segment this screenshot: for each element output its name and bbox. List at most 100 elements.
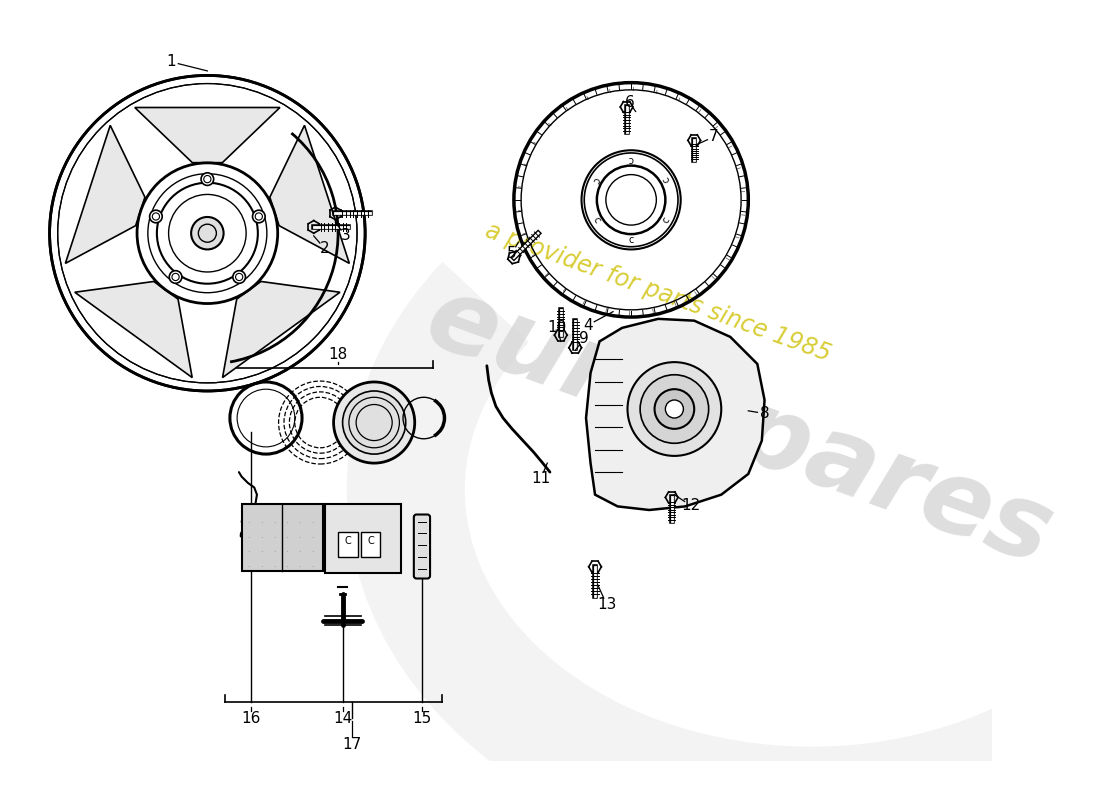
Circle shape xyxy=(201,173,213,186)
Circle shape xyxy=(333,382,415,463)
Circle shape xyxy=(666,400,683,418)
Text: 7: 7 xyxy=(710,130,719,144)
Text: I: I xyxy=(651,309,654,314)
Text: 12: 12 xyxy=(681,498,701,513)
Text: .: . xyxy=(248,530,250,540)
Text: .: . xyxy=(248,516,250,526)
Circle shape xyxy=(150,210,162,223)
Text: I: I xyxy=(728,143,733,146)
Text: I: I xyxy=(628,311,630,316)
Text: I: I xyxy=(741,189,747,191)
Text: 9: 9 xyxy=(580,331,590,346)
Polygon shape xyxy=(222,282,340,378)
Text: I: I xyxy=(546,120,550,125)
Polygon shape xyxy=(270,126,350,263)
Text: .: . xyxy=(285,530,288,540)
Circle shape xyxy=(342,391,406,454)
Text: .: . xyxy=(273,559,275,569)
Text: I: I xyxy=(529,253,535,257)
Text: c: c xyxy=(661,174,672,184)
Text: I: I xyxy=(516,209,520,210)
Text: I: I xyxy=(726,256,732,260)
Polygon shape xyxy=(135,107,279,162)
Text: I: I xyxy=(516,185,521,187)
Text: .: . xyxy=(298,530,300,540)
Text: .: . xyxy=(298,559,300,569)
Text: c: c xyxy=(661,215,672,225)
Bar xyxy=(361,532,381,557)
Text: 15: 15 xyxy=(412,710,431,726)
Text: I: I xyxy=(714,123,719,127)
Text: I: I xyxy=(678,94,681,99)
Text: 16: 16 xyxy=(241,710,261,726)
Circle shape xyxy=(640,374,708,443)
Text: I: I xyxy=(632,84,634,89)
Polygon shape xyxy=(75,282,192,378)
Text: 4: 4 xyxy=(583,318,593,333)
Text: 11: 11 xyxy=(531,471,551,486)
Text: 5: 5 xyxy=(507,246,517,261)
Text: C: C xyxy=(344,536,351,546)
Text: .: . xyxy=(310,545,314,554)
Text: 17: 17 xyxy=(342,737,361,752)
Text: .: . xyxy=(273,545,275,554)
Circle shape xyxy=(627,362,722,456)
Text: I: I xyxy=(581,300,585,306)
Text: .: . xyxy=(285,545,288,554)
Polygon shape xyxy=(586,319,764,510)
Text: I: I xyxy=(608,86,611,91)
Text: I: I xyxy=(656,86,658,92)
Text: c: c xyxy=(591,215,602,225)
Text: I: I xyxy=(737,165,742,168)
Text: 14: 14 xyxy=(333,710,352,726)
Text: I: I xyxy=(697,106,702,112)
Text: .: . xyxy=(260,516,263,526)
Text: I: I xyxy=(694,290,698,295)
Text: .: . xyxy=(298,545,300,554)
Text: I: I xyxy=(712,275,716,280)
Text: I: I xyxy=(561,288,565,293)
Circle shape xyxy=(169,270,182,283)
FancyBboxPatch shape xyxy=(414,514,430,578)
Circle shape xyxy=(191,217,223,250)
Text: 2: 2 xyxy=(320,241,329,256)
Text: C: C xyxy=(367,536,374,546)
Text: eurospares: eurospares xyxy=(412,267,1066,587)
Text: a provider for parts since 1985: a provider for parts since 1985 xyxy=(482,218,834,366)
Text: 1: 1 xyxy=(166,54,176,70)
Bar xyxy=(242,504,322,571)
Text: c: c xyxy=(628,235,634,246)
Text: .: . xyxy=(248,559,250,569)
Bar xyxy=(324,504,402,573)
Text: I: I xyxy=(520,231,525,234)
Text: .: . xyxy=(285,559,288,569)
Text: .: . xyxy=(298,516,300,526)
Text: I: I xyxy=(585,93,588,98)
Text: 13: 13 xyxy=(597,597,616,612)
Text: 8: 8 xyxy=(760,406,769,421)
Text: .: . xyxy=(248,545,250,554)
Text: I: I xyxy=(604,308,607,313)
Text: I: I xyxy=(543,272,548,277)
Text: 3: 3 xyxy=(340,229,350,243)
Text: I: I xyxy=(741,213,747,215)
Text: .: . xyxy=(260,559,263,569)
Circle shape xyxy=(233,270,245,283)
Text: .: . xyxy=(273,530,275,540)
Text: I: I xyxy=(736,235,741,238)
Text: I: I xyxy=(531,139,537,143)
Polygon shape xyxy=(65,126,145,263)
Text: .: . xyxy=(310,559,314,569)
Text: 6: 6 xyxy=(625,95,635,110)
Text: .: . xyxy=(260,545,263,554)
Text: I: I xyxy=(564,104,568,110)
Text: c: c xyxy=(628,154,634,164)
Text: 10: 10 xyxy=(548,320,566,335)
Circle shape xyxy=(253,210,265,223)
Text: I: I xyxy=(521,162,526,165)
Text: .: . xyxy=(310,516,314,526)
Text: .: . xyxy=(310,530,314,540)
Text: .: . xyxy=(285,516,288,526)
Circle shape xyxy=(654,389,694,429)
Text: .: . xyxy=(260,530,263,540)
